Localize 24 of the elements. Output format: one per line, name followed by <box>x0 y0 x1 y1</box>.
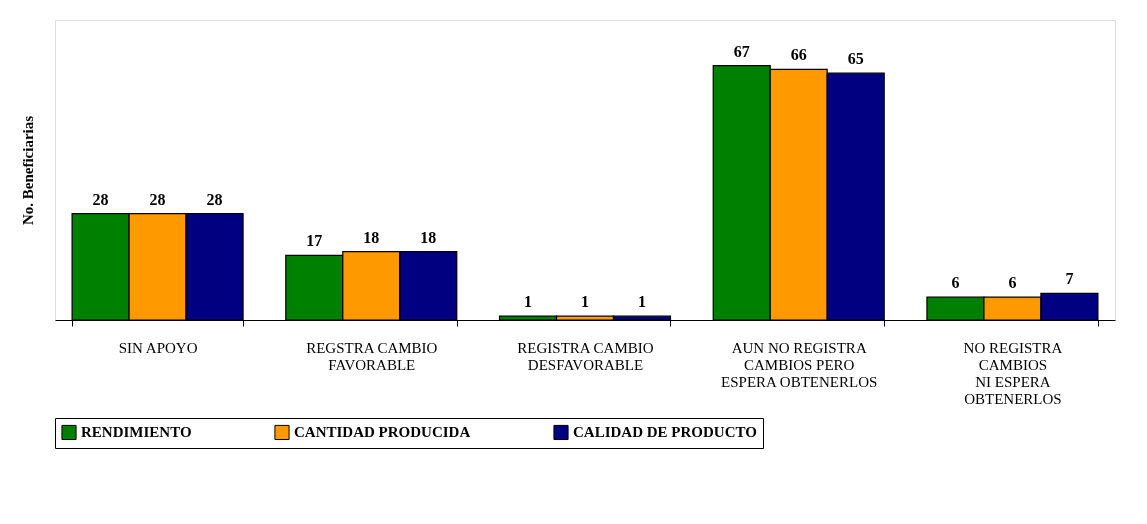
data-label: 18 <box>420 228 437 246</box>
legend-label: RENDIMIENTO <box>81 424 192 441</box>
data-label: 1 <box>637 293 646 311</box>
x-tick-label: SIN APOYO <box>118 339 198 356</box>
data-label: 18 <box>363 228 380 246</box>
data-label: 17 <box>306 232 323 250</box>
data-label: 28 <box>149 190 166 208</box>
data-label: 28 <box>92 190 109 208</box>
data-label: 28 <box>206 190 223 208</box>
x-tick-label: REGISTRA CAMBIO DESFAVORABLE <box>517 339 654 373</box>
data-label: 67 <box>733 42 750 60</box>
x-tick-label: AUN NO REGISTRA CAMBIOS PERO ESPERA OBTENERLOS <box>721 339 878 390</box>
legend-label: CALIDAD DE PRODUCTO <box>573 424 757 441</box>
data-label: 7 <box>1065 270 1074 288</box>
x-tick-label: REGSTRA CAMBIO FAVORABLE <box>306 339 438 373</box>
x-tick-label: NO REGISTRA CAMBIOS NI ESPERA OBTENERLOS <box>963 339 1063 407</box>
data-label: 65 <box>847 50 864 68</box>
legend-label: CANTIDAD PRODUCIDA <box>294 424 471 441</box>
y-axis-title: No. Beneficiarias <box>19 115 36 226</box>
data-label: 6 <box>1008 274 1017 292</box>
data-label: 1 <box>524 293 533 311</box>
data-label: 66 <box>790 46 807 64</box>
data-label: 6 <box>951 274 960 292</box>
data-label: 1 <box>581 293 589 311</box>
